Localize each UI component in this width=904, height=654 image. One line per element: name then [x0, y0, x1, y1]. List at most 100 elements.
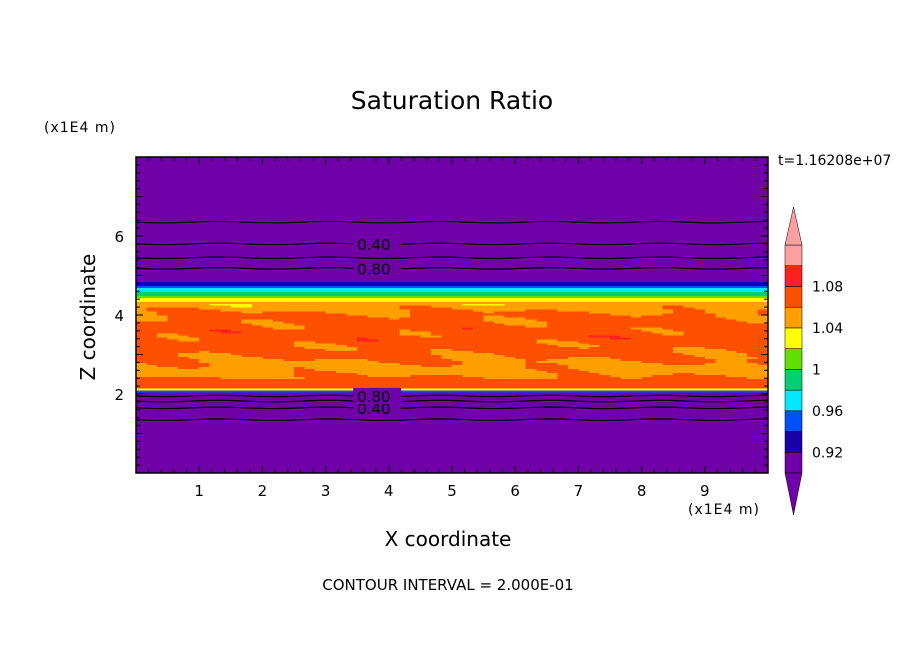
heatmap-cell [346, 344, 358, 348]
heatmap-cell [757, 309, 769, 312]
heatmap-cell [199, 334, 211, 338]
heatmap-cell [736, 390, 748, 393]
heatmap-cell [209, 303, 221, 306]
heatmap-cell [283, 366, 295, 369]
heatmap-cell [241, 299, 253, 302]
heatmap-cell [746, 307, 759, 310]
heatmap-cell [652, 380, 664, 383]
heatmap-cell [367, 324, 379, 328]
heatmap-cell [641, 338, 653, 342]
heatmap-cell [357, 322, 369, 326]
heatmap-cell [441, 277, 453, 281]
heatmap-cell [315, 350, 327, 354]
heatmap-cell [504, 309, 516, 312]
heatmap-cell [441, 303, 453, 306]
heatmap-cell [715, 334, 727, 338]
heatmap-cell [715, 307, 727, 310]
heatmap-cell [315, 320, 327, 324]
heatmap-cell [420, 348, 432, 352]
heatmap-cell [230, 352, 242, 356]
heatmap-cell [610, 285, 622, 288]
heatmap-cell [304, 368, 316, 371]
heatmap-cell [546, 320, 558, 324]
heatmap-cell [673, 283, 685, 286]
heatmap-cell [631, 275, 643, 279]
heatmap-cell [420, 366, 432, 369]
heatmap-cell [725, 283, 737, 286]
heatmap-cell [220, 374, 232, 377]
heatmap-cell [746, 313, 759, 316]
heatmap-cell [262, 358, 274, 362]
heatmap-cell [746, 297, 759, 300]
heatmap-cell [304, 289, 316, 292]
heatmap-cell [188, 370, 200, 373]
heatmap-cell [631, 281, 643, 284]
heatmap-cell [557, 382, 569, 385]
heatmap-cell [325, 289, 337, 292]
heatmap-cell [557, 316, 569, 320]
heatmap-cell [136, 392, 148, 395]
heatmap-cell [494, 287, 506, 290]
heatmap-cell [157, 322, 169, 326]
heatmap-cell [599, 313, 611, 316]
heatmap-cell [367, 318, 379, 322]
heatmap-cell [494, 374, 506, 377]
heatmap-cell [157, 350, 169, 354]
heatmap-cell [188, 315, 200, 318]
heatmap-cell [220, 313, 232, 316]
heatmap-cell [241, 394, 253, 397]
heatmap-cell [188, 354, 200, 358]
heatmap-cell [241, 368, 253, 371]
heatmap-cell [409, 326, 421, 330]
heatmap-cell [409, 360, 421, 363]
heatmap-cell [757, 366, 769, 369]
heatmap-cell [399, 358, 411, 362]
heatmap-cell [146, 358, 158, 362]
heatmap-cell [620, 338, 632, 342]
heatmap-cell [357, 352, 369, 356]
heatmap-cell [283, 295, 295, 298]
heatmap-cell [757, 328, 769, 332]
heatmap-cell [483, 362, 495, 365]
heatmap-cell [567, 390, 579, 393]
heatmap-cell [736, 386, 748, 389]
heatmap-cell [178, 358, 190, 362]
heatmap-cell [631, 364, 643, 367]
heatmap-cell [546, 301, 558, 304]
heatmap-cell [325, 295, 337, 298]
heatmap-cell [588, 311, 601, 314]
heatmap-cell [220, 386, 232, 389]
heatmap-cell [325, 303, 337, 306]
heatmap-cell [694, 324, 706, 328]
heatmap-cell [715, 350, 727, 354]
heatmap-cell [757, 307, 769, 310]
heatmap-cell [136, 384, 148, 387]
heatmap-cell [209, 362, 221, 365]
heatmap-cell [209, 358, 221, 362]
heatmap-cell [388, 380, 400, 383]
heatmap-cell [567, 388, 579, 391]
heatmap-cell [452, 348, 464, 352]
heatmap-cell [462, 354, 474, 358]
heatmap-cell [578, 303, 590, 306]
heatmap-cell [388, 315, 400, 318]
heatmap-cell [567, 285, 579, 288]
heatmap-cell [157, 307, 169, 310]
heatmap-cell [220, 338, 232, 342]
heatmap-cell [251, 316, 263, 320]
heatmap-cell [736, 287, 748, 290]
heatmap-cell [378, 322, 390, 326]
heatmap-cell [399, 320, 411, 324]
heatmap-cell [262, 297, 274, 300]
heatmap-cell [546, 307, 558, 310]
heatmap-cell [673, 348, 685, 352]
heatmap-cell [325, 315, 337, 318]
heatmap-cell [673, 352, 685, 356]
heatmap-cell [304, 342, 316, 346]
heatmap-cell [188, 346, 200, 350]
heatmap-cell [641, 322, 653, 326]
heatmap-cell [220, 378, 232, 381]
heatmap-cell [178, 285, 190, 288]
heatmap-cell [188, 344, 200, 348]
heatmap-cell [399, 370, 411, 373]
